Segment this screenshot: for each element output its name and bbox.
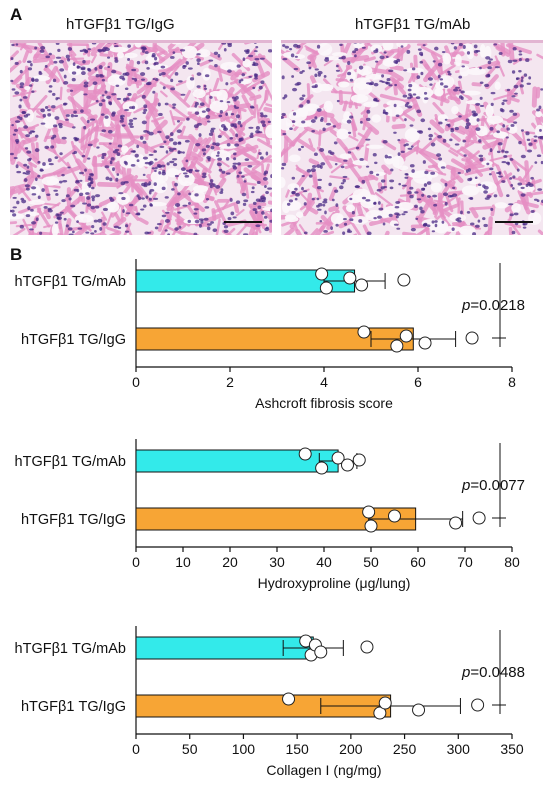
x-axis-label: Ashcroft fibrosis score: [255, 395, 393, 411]
micrograph-mab-image: [281, 40, 543, 235]
x-tick-label: 0: [132, 554, 140, 570]
panel-b-label: B: [10, 245, 23, 264]
chart-collagen-svg: 0 50 100 150 200 250 300 350 Collagen I (ng/mg) h…: [15, 626, 525, 778]
x-tick-label: 70: [457, 554, 473, 570]
data-point: [449, 516, 463, 530]
chart-ashcroft-svg: 0 2 4 6 8 Ashcroft fibrosis score hTGFβ1 TG/mA…: [15, 259, 525, 411]
p-value-label: p=0.0488: [461, 664, 525, 681]
data-point: [331, 451, 345, 465]
data-point: [399, 329, 413, 343]
x-axis-label: Collagen I (ng/mg): [266, 762, 381, 778]
category-label: hTGFβ1 TG/mAb: [15, 274, 126, 290]
data-point: [465, 331, 479, 345]
nuclei: [10, 40, 272, 235]
micrograph-mab: [281, 40, 543, 235]
micrograph-igg: [10, 40, 272, 235]
data-point: [282, 692, 296, 706]
data-point: [364, 519, 378, 533]
x-axis-label: Hydroxyproline (μg/lung): [258, 575, 411, 591]
x-tick-label: 350: [500, 741, 524, 757]
x-tick-label: 50: [363, 554, 379, 570]
category-label: hTGFβ1 TG/IgG: [21, 332, 126, 348]
chart-hydroxyproline-svg: 0 10 20 30 40 50 60 70 80 Hydroxyproline (μg/lung…: [15, 439, 525, 591]
x-tick-label: 8: [508, 374, 516, 390]
data-point: [388, 509, 401, 523]
data-point: [373, 706, 387, 720]
x-tick-label: 60: [410, 554, 426, 570]
x-tick-label: 6: [414, 374, 422, 390]
category-label: hTGFβ1 TG/mAb: [15, 454, 126, 470]
x-tick-label: 80: [504, 554, 520, 570]
data-point: [298, 447, 312, 461]
x-tick-label: 200: [339, 741, 363, 757]
data-point: [341, 458, 354, 472]
data-point: [362, 505, 376, 519]
pleura-edge: [10, 40, 272, 43]
data-point: [418, 336, 432, 350]
x-tick-label: 2: [226, 374, 234, 390]
data-point: [343, 271, 357, 285]
data-point: [471, 698, 485, 712]
data-point: [397, 273, 411, 287]
data-point: [355, 278, 369, 292]
chart-collagen: 0 50 100 150 200 250 300 350 Collagen I (ng/mg) h…: [0, 622, 550, 792]
data-point: [315, 461, 329, 475]
x-tick-label: 40: [316, 554, 332, 570]
x-tick-label: 30: [269, 554, 285, 570]
data-point: [314, 645, 328, 659]
x-tick-label: 0: [132, 374, 140, 390]
x-tick-label: 4: [320, 374, 328, 390]
x-tick-label: 300: [447, 741, 471, 757]
micrograph-igg-image: [10, 40, 272, 235]
data-point: [378, 696, 392, 710]
chart-hydroxyproline: 0 10 20 30 40 50 60 70 80 Hydroxyproline (μg/lung…: [0, 435, 550, 595]
panel-a-label: A: [10, 5, 23, 24]
micrograph-igg-title: hTGFβ1 TG/IgG: [66, 16, 175, 33]
chart-ashcroft: 0 2 4 6 8 Ashcroft fibrosis score hTGFβ1 TG/mA…: [0, 255, 550, 411]
data-point: [360, 640, 374, 654]
category-label: hTGFβ1 TG/IgG: [21, 699, 126, 715]
data-point: [357, 325, 371, 339]
data-point: [319, 281, 333, 295]
x-tick-label: 50: [182, 741, 198, 757]
x-tick-label: 0: [132, 741, 140, 757]
micrograph-mab-title: hTGFβ1 TG/mAb: [355, 16, 471, 33]
x-tick-label: 20: [222, 554, 238, 570]
data-point: [352, 453, 366, 467]
category-label: hTGFβ1 TG/IgG: [21, 512, 126, 528]
p-value-label: p=0.0077: [461, 477, 525, 494]
data-point: [412, 703, 426, 717]
category-label: hTGFβ1 TG/mAb: [15, 641, 126, 657]
data-point: [315, 267, 329, 281]
x-tick-label: 10: [175, 554, 191, 570]
x-tick-label: 250: [393, 741, 417, 757]
x-tick-label: 100: [232, 741, 256, 757]
data-point: [390, 339, 404, 353]
pleura-edge: [281, 40, 543, 43]
data-point: [472, 511, 486, 525]
p-value-label: p=0.0218: [461, 297, 525, 314]
x-tick-label: 150: [285, 741, 309, 757]
